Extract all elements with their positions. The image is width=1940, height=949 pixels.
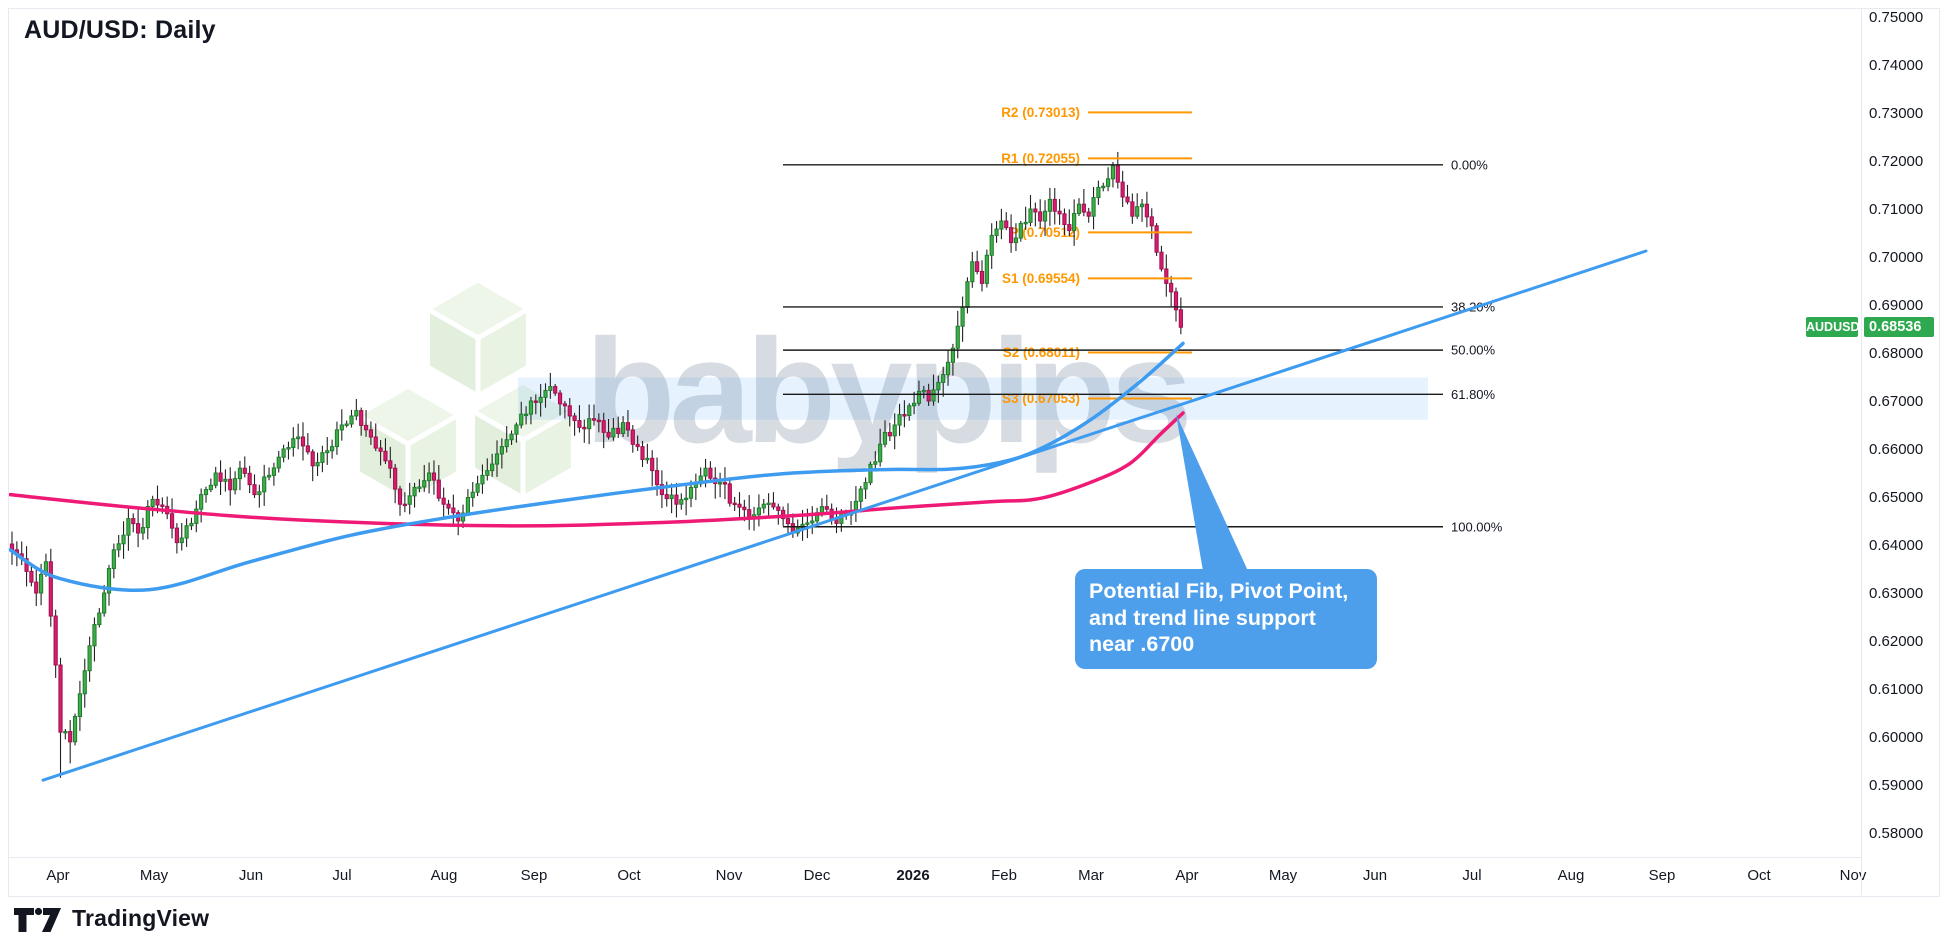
time-tick: Oct: [617, 867, 641, 884]
time-tick: Feb: [991, 867, 1017, 884]
time-tick: Apr: [1175, 867, 1199, 884]
callout-tail: [1176, 414, 1248, 571]
candlestick-series: [9, 151, 1183, 778]
time-tick: 2026: [896, 867, 930, 884]
axis-separator-horizontal: [8, 857, 1861, 858]
price-tick: 0.61000: [1869, 681, 1924, 698]
price-tick: 0.75000: [1869, 9, 1924, 26]
time-tick: Nov: [1839, 867, 1867, 884]
axis-separator-vertical: [1861, 8, 1862, 895]
pivot-label: S3 (0.67053): [1002, 391, 1080, 406]
time-tick: Jul: [332, 867, 352, 884]
price-tick: 0.71000: [1869, 201, 1924, 218]
fib-label: 50.00%: [1451, 343, 1496, 358]
time-tick: Apr: [46, 867, 70, 884]
price-tick: 0.58000: [1869, 825, 1924, 842]
page-title: AUD/USD: Daily: [24, 16, 216, 44]
time-tick: Mar: [1078, 867, 1104, 884]
time-axis[interactable]: Apr May Jun Jul Aug Sep Oct Nov Dec 2026 Feb Mar Apr…: [8, 858, 1866, 895]
price-tick: 0.74000: [1869, 57, 1924, 74]
price-tick: 0.73000: [1869, 105, 1924, 122]
pivot-label: R2 (0.73013): [1001, 105, 1080, 120]
babypips-watermark: babypips: [355, 277, 1193, 505]
last-price-badge: 0.68536: [1864, 317, 1934, 338]
tradingview-logo-text: TradingView: [72, 904, 210, 931]
price-axis[interactable]: 0.68536 0.75000 0.74000 0.73000 0.72000 0.71…: [1862, 8, 1940, 857]
callout-annotation[interactable]: Potential Fib, Pivot Point, and trend li…: [1075, 569, 1377, 669]
price-tick: 0.66000: [1869, 441, 1924, 458]
price-tick: 0.64000: [1869, 537, 1924, 554]
tradingview-logo-icon: [14, 907, 61, 932]
fib-label: 100.00%: [1451, 519, 1503, 534]
price-tick: 0.60000: [1869, 729, 1924, 746]
price-tick: 0.72000: [1869, 153, 1924, 170]
price-tick: 0.59000: [1869, 777, 1924, 794]
price-tick: 0.62000: [1869, 633, 1924, 650]
time-tick: Nov: [715, 867, 743, 884]
time-tick: Jun: [1362, 867, 1388, 884]
price-tick: 0.70000: [1869, 249, 1924, 266]
time-tick: Jun: [238, 867, 264, 884]
price-tick: 0.63000: [1869, 585, 1924, 602]
price-tick: 0.69000: [1869, 297, 1924, 314]
time-tick: Aug: [430, 867, 458, 884]
price-tick: 0.68000: [1869, 345, 1924, 362]
pivot-label: S1 (0.69554): [1002, 271, 1080, 286]
time-tick: May: [1268, 867, 1298, 884]
time-tick: Sep: [1648, 867, 1676, 884]
time-tick: Dec: [803, 867, 831, 884]
trendline: [41, 249, 1648, 782]
symbol-price-badge: AUDUSD: [1806, 317, 1859, 338]
watermark-text: babypips: [585, 318, 1193, 466]
callout-line: and trend line support: [1089, 605, 1316, 630]
tradingview-logo[interactable]: TradingView: [14, 901, 209, 935]
time-tick: Aug: [1557, 867, 1585, 884]
blue-ma-line: [8, 341, 1185, 592]
callout-line: Potential Fib, Pivot Point,: [1089, 579, 1349, 603]
time-tick: Sep: [520, 867, 548, 884]
fib-label: 61.80%: [1451, 387, 1496, 402]
pink-ma-line: [8, 411, 1185, 528]
fib-label: 0.00%: [1451, 157, 1488, 172]
babypips-cubes-icon: [355, 277, 576, 505]
price-tick: 0.65000: [1869, 489, 1924, 506]
time-tick: May: [139, 867, 169, 884]
price-tick: 0.67000: [1869, 393, 1924, 410]
chart-canvas[interactable]: R2 (0.73013)R1 (0.72055)P (0.70512)S1 (0…: [0, 0, 1862, 857]
pivot-label: S2 (0.68011): [1003, 345, 1080, 360]
time-tick: Oct: [1747, 867, 1771, 884]
time-tick: Jul: [1462, 867, 1482, 884]
callout-line: near .6700: [1089, 632, 1195, 657]
pivot-label: R1 (0.72055): [1001, 151, 1080, 166]
